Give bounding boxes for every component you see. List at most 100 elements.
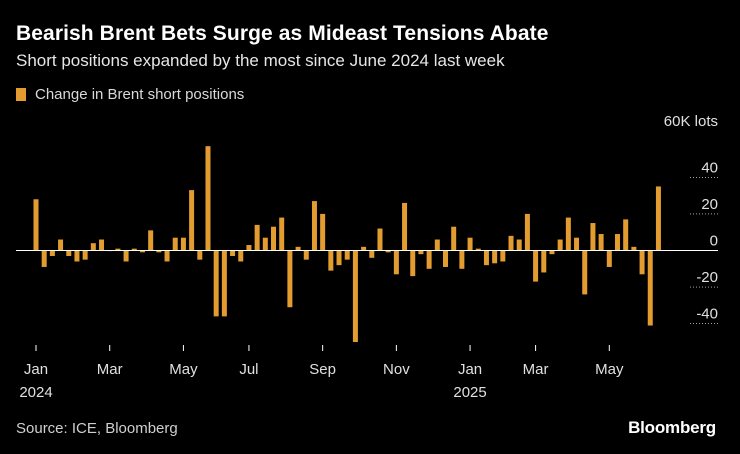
bar [156, 250, 162, 253]
x-tick-label: Sep [309, 361, 336, 378]
x-tick-label: Nov [383, 361, 410, 378]
x-tick-label: May [595, 361, 624, 378]
source-note: Source: ICE, Bloomberg [16, 420, 178, 437]
bar [238, 250, 244, 262]
y-tick-label: 0 [710, 233, 718, 250]
bar [574, 237, 580, 251]
bar [164, 250, 170, 262]
bar [467, 237, 473, 251]
bar [279, 217, 285, 251]
bar [352, 250, 358, 342]
bar [483, 250, 489, 266]
bar [230, 250, 236, 256]
bar [221, 250, 227, 317]
bar [295, 246, 301, 251]
bar [66, 250, 72, 256]
bar [598, 234, 604, 251]
bar [393, 250, 399, 275]
bar [623, 219, 629, 251]
bar [197, 250, 203, 260]
bar [336, 250, 342, 266]
bar [320, 213, 326, 251]
bar [254, 224, 260, 251]
bar [451, 226, 457, 251]
bloomberg-logo: Bloomberg [628, 418, 716, 437]
bar [49, 250, 55, 256]
bar [172, 237, 178, 251]
bar [533, 250, 539, 282]
bar [426, 250, 432, 269]
bar [139, 250, 145, 253]
bar [303, 250, 309, 260]
x-tick-label: Mar [97, 361, 123, 378]
bar [418, 250, 424, 255]
y-tick-label: -40 [696, 306, 718, 323]
chart-title: Bearish Brent Bets Surge as Mideast Tens… [16, 22, 549, 45]
bar [287, 250, 293, 308]
bar [123, 250, 129, 262]
bar [344, 250, 350, 260]
bar [205, 146, 211, 251]
y-axis-unit-label: 60K lots [664, 113, 718, 130]
bar [508, 235, 514, 251]
x-tick-label: Jan [24, 361, 48, 378]
bar [148, 230, 154, 251]
bar [655, 186, 661, 251]
bar [614, 234, 620, 251]
bar [443, 250, 448, 267]
bar [74, 250, 80, 262]
bar [262, 237, 268, 251]
bar [402, 202, 408, 251]
x-year-label: 2025 [453, 384, 486, 401]
bar [582, 250, 588, 295]
bar [524, 213, 530, 251]
bar [271, 226, 277, 251]
bar [189, 190, 195, 251]
bar [639, 250, 645, 275]
bar [41, 250, 47, 267]
bar [311, 201, 317, 251]
bar [328, 250, 334, 271]
bar [606, 250, 612, 267]
x-tick-label: Jan [458, 361, 482, 378]
bar [213, 250, 219, 317]
bar [590, 223, 596, 251]
bar [99, 239, 105, 251]
x-tick-label: Jul [239, 361, 258, 378]
x-year-label: 2024 [19, 384, 52, 401]
bar [246, 245, 252, 251]
bar [500, 250, 506, 262]
bar [180, 237, 186, 251]
bar [90, 243, 96, 251]
bar [631, 246, 637, 251]
bar [549, 250, 555, 255]
bar [410, 250, 416, 277]
bar [541, 250, 547, 273]
bar [557, 239, 563, 251]
bar [565, 217, 571, 251]
bar [459, 250, 465, 269]
bar [115, 248, 121, 251]
legend-swatch [16, 88, 26, 101]
chart-subtitle: Short positions expanded by the most sin… [16, 51, 505, 70]
y-tick-label: 40 [701, 159, 718, 176]
axis-layer: 40 20 0 -20 -40 60K lots Jan 2024 Mar May Jul Sep No… [16, 113, 718, 401]
bar [492, 250, 498, 264]
x-tick-label: May [169, 361, 198, 378]
bar [647, 250, 653, 326]
y-tick-label: 20 [701, 196, 718, 213]
legend: Change in Brent short positions [16, 86, 244, 103]
x-tick-label: Mar [523, 361, 549, 378]
bar [369, 250, 375, 258]
bar [434, 239, 440, 251]
bar [82, 250, 88, 260]
bar [377, 228, 383, 251]
bar [385, 250, 391, 253]
legend-label: Change in Brent short positions [35, 86, 245, 103]
bar [475, 248, 481, 251]
y-tick-label: -20 [696, 269, 718, 286]
bar [33, 199, 39, 251]
bar [58, 239, 64, 251]
bar [361, 246, 367, 251]
